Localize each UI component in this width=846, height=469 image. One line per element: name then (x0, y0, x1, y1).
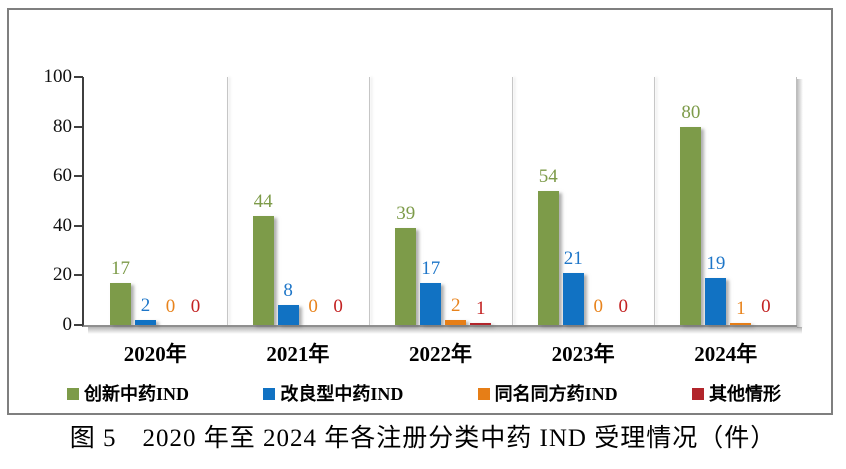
legend-swatch (67, 388, 79, 400)
bar-value-label: 0 (165, 296, 176, 317)
bar-fill (445, 320, 467, 325)
category-group: 39 17 2 1 (369, 77, 512, 325)
legend: 创新中药IND 改良型中药IND 同名同方药IND 其他情形 (67, 381, 781, 407)
y-tick-mark (74, 274, 83, 277)
plot-baseline-shadow (88, 327, 802, 334)
bar-value-label: 21 (563, 247, 583, 269)
figure-caption: 图 5 2020 年至 2024 年各注册分类中药 IND 受理情况（件） (69, 425, 777, 452)
bar-fill (395, 228, 417, 325)
bar-fill (680, 126, 702, 325)
legend-label: 其他情形 (708, 384, 781, 404)
x-axis-labels: 2020年 2021年 2022年 2023年 2024年 (84, 341, 797, 369)
bar-fill (135, 320, 156, 325)
bar-value-label: 17 (111, 257, 130, 279)
y-tick-mark (74, 224, 83, 227)
x-category-label: 2021年 (266, 342, 330, 366)
bar-value-label: 0 (190, 296, 201, 317)
y-tick-label: 20 (53, 264, 72, 286)
legend-swatch (477, 388, 490, 400)
bar-value-label: 1 (736, 297, 746, 319)
bar-value-label: 54 (538, 166, 558, 188)
legend-item: 其他情形 (691, 384, 781, 404)
x-category-label: 2024年 (694, 342, 758, 366)
y-tick-label: 100 (43, 66, 73, 87)
legend-label: 同名同方药IND (494, 384, 618, 404)
y-tick-mark (74, 76, 83, 78)
bar-value-label: 0 (593, 296, 604, 317)
plot-right-edge (796, 77, 797, 325)
x-category-label: 2022年 (408, 342, 472, 366)
bar-fill (705, 277, 727, 325)
category-separator (654, 77, 656, 325)
y-tick-label: 80 (53, 115, 72, 137)
plot-right-shadow (797, 79, 803, 328)
legend-item: 改良型中药IND (263, 384, 403, 404)
bar-fill (110, 282, 131, 325)
plot-area: 0 20 40 60 80 100 17 2 0 0 44 8 0 0 39 17 2 1 54 21 0 0 80 19 1 0 (44, 66, 803, 335)
legend-item: 同名同方药IND (477, 384, 618, 404)
legend-swatch (691, 388, 704, 400)
bar-fill (470, 322, 492, 325)
bar-value-label: 80 (681, 101, 701, 123)
bar-value-label: 0 (761, 296, 771, 317)
category-group: 17 2 0 0 (84, 77, 227, 325)
bar-value-label: 17 (421, 257, 441, 279)
y-tick-mark (74, 175, 83, 178)
bar-value-label: 8 (283, 280, 293, 302)
category-separator (511, 77, 513, 325)
category-separator (369, 77, 371, 325)
y-tick-mark (74, 125, 83, 128)
category-group: 44 8 0 0 (227, 77, 370, 325)
y-tick-mark (74, 324, 83, 326)
bar-value-label: 19 (706, 252, 726, 274)
chart-frame: 0 20 40 60 80 100 17 2 0 0 44 8 0 0 39 17 2 1 54 21 0 0 80 19 1 0… (7, 8, 833, 415)
legend-item: 创新中药IND (67, 384, 189, 404)
y-tick-label: 40 (53, 214, 72, 236)
legend-swatch (263, 388, 276, 400)
legend-label: 创新中药IND (84, 384, 190, 404)
x-category-label: 2020年 (123, 342, 187, 366)
bar-fill (537, 191, 559, 325)
category-group: 54 21 0 0 (512, 77, 655, 325)
bar-value-label: 2 (140, 295, 151, 317)
bar-fill (562, 272, 584, 325)
x-category-label: 2023年 (551, 342, 615, 366)
bar-value-label: 1 (475, 297, 486, 319)
legend-label: 改良型中药IND (280, 384, 404, 404)
bar-fill (730, 322, 752, 325)
y-tick-label: 0 (62, 314, 73, 335)
bar-value-label: 39 (396, 203, 416, 225)
bar-fill (420, 282, 442, 325)
bar-value-label: 0 (618, 296, 629, 317)
bar-value-label: 0 (333, 296, 343, 317)
bar-value-label: 2 (450, 295, 461, 317)
bar-value-label: 0 (308, 296, 318, 317)
bar-value-label: 44 (253, 190, 273, 212)
category-group: 80 19 1 0 (654, 77, 797, 325)
category-separator (226, 77, 228, 325)
bar-fill (252, 215, 274, 325)
y-tick-label: 60 (53, 165, 72, 187)
bar-fill (277, 305, 299, 325)
